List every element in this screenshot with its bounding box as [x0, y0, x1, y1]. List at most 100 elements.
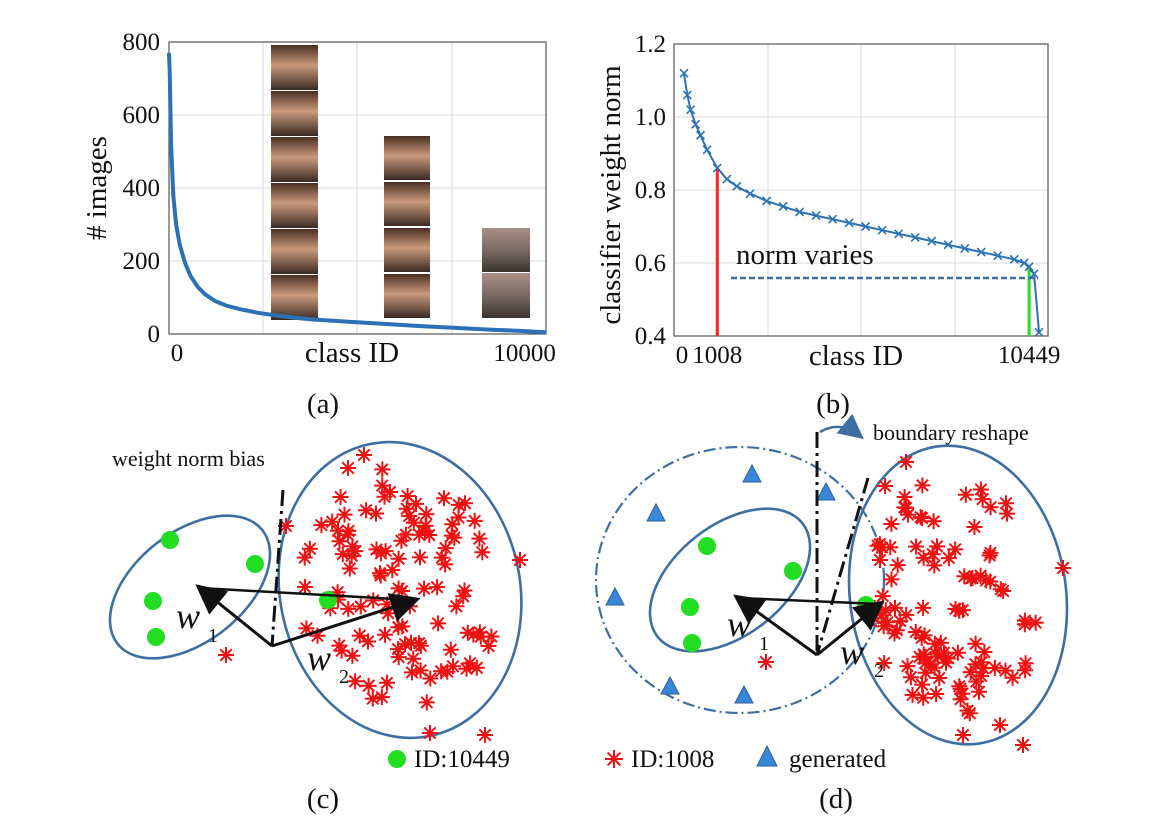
class-1008-point: [437, 540, 454, 557]
chart-a-ytick: 600: [123, 102, 161, 129]
augmented-class-ellipse: [594, 445, 886, 715]
w1-subscript: 1: [759, 633, 769, 655]
class-1008-point: [341, 560, 358, 577]
class-1008-point: [433, 549, 450, 566]
chart-a-xlabel: class ID: [305, 337, 399, 369]
chart-b-ylabel: classifier weight norm: [595, 65, 627, 325]
class-1008-point: [883, 516, 900, 532]
class-1008-point: [379, 674, 395, 691]
chart-b-point: [702, 145, 712, 155]
chart-b-xlabel: class ID: [809, 340, 903, 372]
face-thumbnail: [384, 136, 430, 180]
class-1008-point: [911, 648, 928, 665]
class-1008-point: [334, 546, 351, 563]
chart-a-xtick: 0: [171, 340, 184, 367]
class-1008-point: [917, 664, 934, 681]
boundary-reshape-label: boundary reshape: [873, 420, 1029, 445]
class-1008-point: [961, 705, 978, 722]
legend-dot-icon: [388, 750, 406, 768]
chart-b-point: [732, 181, 742, 191]
class-1008-point: [915, 646, 932, 663]
chart-b-point: [695, 130, 706, 140]
class-1008-point: [997, 662, 1014, 679]
class-1008-point: [336, 506, 353, 523]
class-1008-point: [899, 658, 916, 675]
w2-label: w: [307, 638, 331, 678]
chart-a-frame: [168, 41, 547, 335]
class-1008-point: [422, 670, 439, 687]
chart-b-point: [910, 232, 920, 243]
class-1008-point: [896, 499, 913, 516]
chart-b-point: [960, 243, 970, 253]
panel-label-a: (a): [307, 388, 339, 420]
chart-b-point: [1029, 269, 1039, 279]
legend-label-10449: ID:10449: [414, 746, 510, 773]
class-1008-point: [442, 641, 459, 658]
class-1008-point: [343, 548, 360, 564]
class-1008-point: [926, 557, 943, 574]
class-1008-point: [877, 478, 893, 494]
face-thumbnail: [271, 45, 318, 90]
w2-vector: [271, 593, 421, 648]
face-thumbnail: [271, 137, 318, 182]
chart-b-point: [976, 247, 986, 257]
class-1008-point: [445, 658, 461, 675]
chart-b-point: [762, 196, 772, 206]
class-1008-point: [365, 592, 382, 609]
class-1008-point: [898, 606, 915, 623]
class-1008-point: [477, 727, 493, 743]
class-1008-point: [922, 656, 939, 673]
class-1008-point: [368, 505, 384, 522]
chart-b-grid: [674, 43, 1048, 336]
class-1008-point: [471, 530, 488, 547]
class-1008-point: [869, 537, 886, 554]
class-1008-point: [296, 549, 313, 566]
class-1008-point: [446, 529, 463, 546]
w2-subscript: 2: [874, 660, 884, 682]
chart-b: norm varies 0.4 0.6 0.8 1.0 1.2 0 1008 10449 c…: [595, 31, 1060, 420]
class-1008-point: [397, 526, 414, 543]
diagram-c: weight norm bias w 1 w 2 (c): [108, 440, 528, 815]
chart-b-point: [778, 201, 788, 211]
class-1008-point: [914, 477, 931, 494]
w2-label: w: [840, 632, 864, 672]
class-1008-point: [758, 654, 774, 670]
chart-b-point: [861, 221, 871, 232]
class-1008-point: [436, 490, 452, 507]
class-1008-point: [390, 619, 407, 636]
class-1008-point: [982, 499, 999, 516]
class-1008-point: [394, 583, 410, 599]
chart-b-point: [1009, 254, 1019, 264]
class-1008-point: [379, 596, 396, 613]
class-1008-point: [437, 556, 454, 573]
class-1008-point: [397, 636, 413, 653]
panel-label-d: (d): [819, 783, 853, 815]
class-1008-point: [973, 668, 990, 684]
w1-label: w: [727, 604, 751, 644]
class-1008-point: [340, 600, 357, 617]
class-1008-point: [999, 505, 1016, 522]
face-thumbnail: [482, 228, 530, 272]
class-1008-point: [456, 582, 473, 599]
class-1008-point: [915, 689, 932, 706]
decision-boundary: [270, 489, 285, 647]
class-1008-point: [873, 539, 890, 556]
class-1008-point: [929, 648, 946, 665]
class-1008-point: [339, 526, 356, 543]
class-1008-point: [433, 663, 450, 680]
class-1008-point: [480, 638, 497, 654]
class-1008-point: [977, 572, 994, 589]
class-1008-point: [465, 626, 482, 643]
class-1008-point: [218, 647, 234, 663]
class-1008-point: [512, 552, 528, 568]
face-thumbnail: [271, 275, 318, 320]
class-1008-point: [952, 691, 969, 708]
chart-b-xtick: 10449: [998, 342, 1061, 369]
class-1008-point: [358, 502, 375, 519]
class-1008-point: [882, 539, 899, 556]
class-1008-point: [372, 567, 389, 584]
class-1008-point: [450, 509, 467, 526]
norm-gap-line: [199, 586, 413, 602]
class-1008-point: [974, 491, 991, 508]
class-1008-point: [412, 662, 429, 679]
